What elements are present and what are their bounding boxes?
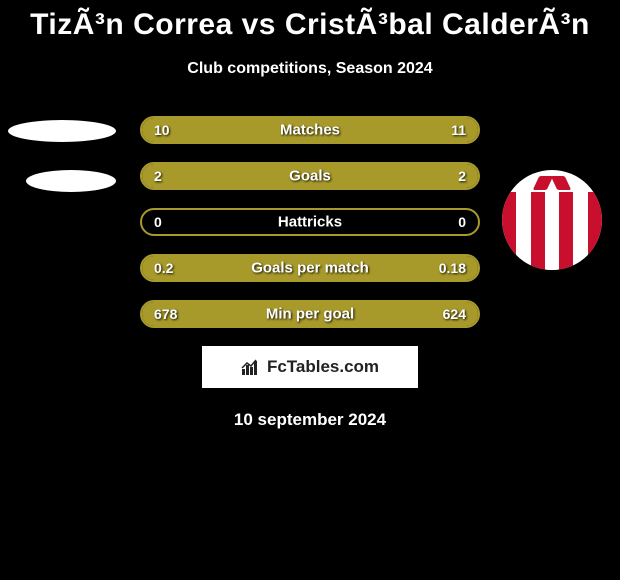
stat-value-left: 678 (154, 306, 177, 322)
brand-text: FcTables.com (267, 357, 379, 377)
stat-label: Min per goal (142, 306, 478, 323)
stat-row: Matches10 11 (140, 116, 480, 144)
stat-value-right: 624 (443, 306, 466, 322)
stat-value-left: 2 (154, 168, 162, 184)
stat-label: Hattricks (142, 214, 478, 231)
stat-row: Min per goal678 624 (140, 300, 480, 328)
stat-value-left: 10 (154, 122, 170, 138)
stat-value-left: 0 (154, 214, 162, 230)
stat-label: Goals per match (142, 260, 478, 277)
stat-value-right: 0 (458, 214, 466, 230)
stat-row: Goals per match0.2 0.18 (140, 254, 480, 282)
stat-value-left: 0.2 (154, 260, 173, 276)
bar-chart-icon (241, 358, 261, 376)
brand-badge: FcTables.com (202, 346, 418, 388)
page-title: TizÃ³n Correa vs CristÃ³bal CalderÃ³n (0, 0, 620, 42)
stats-list: Matches10 11 Goals2 2 Hattricks0 0 Goals per m… (0, 116, 620, 328)
stat-row: Goals2 2 (140, 162, 480, 190)
stat-row: Hattricks0 0 (140, 208, 480, 236)
footer-date: 10 september 2024 (0, 410, 620, 430)
comparison-card: TizÃ³n Correa vs CristÃ³bal CalderÃ³n Cl… (0, 0, 620, 430)
stat-label: Matches (142, 122, 478, 139)
stat-value-right: 0.18 (439, 260, 466, 276)
page-subtitle: Club competitions, Season 2024 (0, 60, 620, 78)
stat-value-right: 11 (451, 122, 466, 138)
stat-label: Goals (142, 168, 478, 185)
stat-value-right: 2 (458, 168, 466, 184)
